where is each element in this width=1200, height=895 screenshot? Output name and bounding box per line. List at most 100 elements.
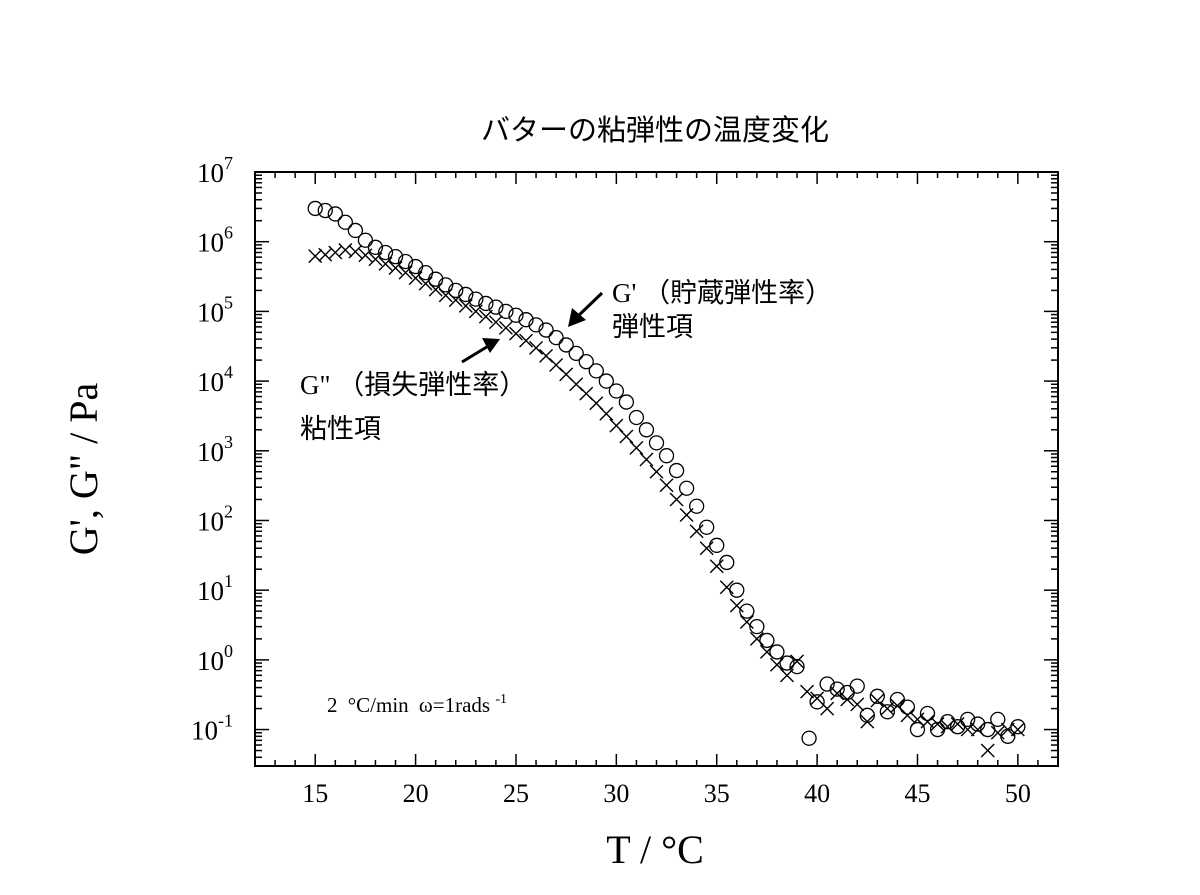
condition-note: 2 °C/min ω=1rads -1 bbox=[327, 692, 507, 717]
y-tick-label-base: 10 bbox=[197, 437, 224, 467]
data-point-g-prime bbox=[397, 253, 414, 270]
chart-title: バターの粘弾性の温度変化 bbox=[481, 113, 829, 147]
data-point-g-prime bbox=[648, 435, 665, 451]
data-point-g-double-prime bbox=[1000, 722, 1015, 737]
data-point-g-double-prime bbox=[800, 684, 815, 699]
data-point-g-prime bbox=[387, 249, 404, 265]
data-point-g-double-prime bbox=[458, 298, 473, 313]
data-point-g-double-prime bbox=[468, 304, 483, 319]
data-point-g-prime bbox=[588, 363, 604, 379]
data-point-g-double-prime bbox=[519, 333, 534, 348]
x-tick-label: 40 bbox=[804, 779, 830, 808]
data-point-g-prime bbox=[879, 704, 896, 720]
data-point-g-prime bbox=[1010, 719, 1026, 735]
y-tick-label: 107 bbox=[197, 153, 233, 188]
data-point-g-double-prime bbox=[1010, 722, 1025, 737]
data-point-g-double-prime bbox=[759, 644, 774, 659]
data-point-g-double-prime bbox=[659, 478, 674, 493]
data-point-g-double-prime bbox=[729, 598, 744, 613]
data-point-g-double-prime bbox=[388, 260, 403, 275]
data-point-g-prime bbox=[990, 711, 1006, 728]
y-tick-label: 103 bbox=[197, 432, 233, 467]
data-point-g-double-prime bbox=[498, 320, 513, 335]
x-tick-label: 20 bbox=[403, 779, 429, 808]
data-point-g-double-prime bbox=[749, 631, 764, 646]
plot-frame bbox=[254, 171, 1059, 767]
data-point-g-double-prime bbox=[930, 717, 945, 732]
data-point-g-double-prime bbox=[629, 440, 644, 455]
data-point-g-prime bbox=[709, 537, 725, 553]
data-point-g-double-prime bbox=[619, 429, 634, 444]
arrow-g-double-prime-shaft bbox=[461, 343, 491, 364]
data-point-g-double-prime bbox=[950, 717, 965, 732]
data-point-g-double-prime bbox=[990, 725, 1005, 740]
data-point-g-prime bbox=[849, 678, 865, 694]
y-tick-label-exponent: 3 bbox=[224, 432, 233, 452]
y-tick-label-exponent: 0 bbox=[224, 641, 233, 661]
data-point-g-prime bbox=[377, 244, 394, 261]
data-point-g-prime bbox=[518, 312, 534, 328]
data-point-g-prime bbox=[719, 554, 735, 571]
data-point-g-prime bbox=[809, 694, 825, 710]
data-point-g-prime bbox=[548, 329, 564, 346]
data-point-g-double-prime bbox=[348, 244, 363, 259]
data-point-g-prime bbox=[628, 409, 645, 426]
data-point-g-prime bbox=[307, 200, 323, 217]
x-tick-label: 35 bbox=[704, 779, 730, 808]
data-point-g-prime bbox=[789, 658, 805, 675]
data-point-g-double-prime bbox=[488, 315, 503, 330]
x-tick-label: 45 bbox=[904, 779, 930, 808]
data-point-g-prime bbox=[317, 202, 333, 219]
data-point-g-double-prime bbox=[779, 668, 794, 683]
data-point-g-double-prime bbox=[870, 693, 885, 708]
y-tick-label: 102 bbox=[197, 501, 233, 536]
y-tick-label: 105 bbox=[197, 292, 233, 327]
data-point-g-double-prime bbox=[960, 722, 975, 737]
data-point-g-prime bbox=[538, 322, 554, 338]
data-point-g-prime bbox=[568, 345, 584, 361]
data-point-g-double-prime bbox=[428, 282, 443, 297]
data-point-g-prime bbox=[608, 383, 624, 399]
data-point-g-prime bbox=[347, 222, 364, 239]
series-g-double-prime bbox=[308, 243, 1025, 758]
data-point-g-double-prime bbox=[709, 559, 724, 574]
condition-rate-unit: °C/min bbox=[348, 693, 409, 717]
data-point-g-prime bbox=[960, 711, 976, 728]
arrow-g-double-prime-head bbox=[482, 338, 500, 353]
data-point-g-prime bbox=[779, 655, 795, 671]
data-point-g-double-prime bbox=[358, 248, 373, 263]
data-point-g-double-prime bbox=[900, 708, 915, 723]
axis-layer: 15 20 25 30 35 40 45 5010-110010110210310410510… bbox=[191, 153, 1059, 808]
condition-rate: 2 bbox=[327, 693, 338, 717]
data-point-g-prime bbox=[468, 291, 484, 307]
annotation-g-prime-sublabel: 弾性項 bbox=[612, 312, 693, 342]
data-point-g-prime bbox=[749, 618, 765, 635]
data-point-g-double-prime bbox=[478, 309, 493, 324]
data-point-g-prime bbox=[558, 337, 574, 353]
data-point-g-double-prime bbox=[699, 541, 714, 556]
data-point-g-prime bbox=[699, 519, 715, 535]
y-tick-label-base: 10 bbox=[197, 646, 224, 676]
y-tick-label-base: 10 bbox=[197, 297, 224, 327]
data-point-g-prime bbox=[729, 582, 745, 598]
y-tick-label-base: 10 bbox=[197, 228, 224, 258]
x-tick-label: 30 bbox=[603, 779, 629, 808]
data-point-g-double-prime bbox=[529, 340, 544, 355]
y-tick-label-exponent: -1 bbox=[218, 711, 233, 731]
x-tick-label: 15 bbox=[302, 779, 328, 808]
y-tick-label: 101 bbox=[197, 571, 233, 606]
y-tick-label-exponent: 2 bbox=[224, 501, 233, 521]
data-marks-layer bbox=[307, 200, 1026, 758]
data-point-g-prime bbox=[367, 239, 384, 255]
y-tick-label-base: 10 bbox=[197, 158, 224, 188]
annotation-g-double-prime-sublabel: 粘性項 bbox=[300, 414, 381, 444]
y-tick-label: 100 bbox=[197, 641, 233, 676]
y-tick-label-base: 10 bbox=[191, 716, 218, 746]
data-point-g-prime bbox=[528, 317, 544, 333]
data-point-g-double-prime bbox=[880, 701, 895, 716]
y-tick-label: 104 bbox=[197, 362, 233, 397]
x-tick-label: 25 bbox=[503, 779, 529, 808]
annotation-g-double-prime-label: G" （損失弾性率） bbox=[300, 370, 526, 400]
data-point-g-prime bbox=[638, 422, 655, 438]
annotation-g-double-prime: G" （損失弾性率） 粘性項 bbox=[300, 338, 526, 444]
